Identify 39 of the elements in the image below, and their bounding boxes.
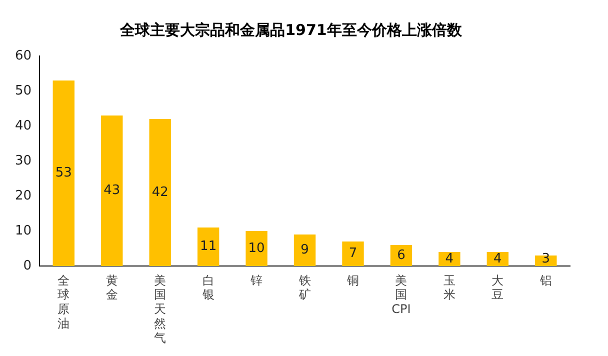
- x-tick-label: 锌: [250, 273, 263, 288]
- x-tick-label: 大豆: [492, 273, 504, 302]
- data-label: 42: [152, 184, 168, 200]
- x-tick-label: 玉米: [443, 273, 456, 302]
- bar: [438, 252, 460, 266]
- x-tick-label: 美国CPI: [392, 273, 411, 316]
- bar: [294, 234, 316, 266]
- x-tick-label: 铜: [346, 273, 359, 288]
- data-label: 10: [248, 240, 265, 256]
- data-label: 3: [542, 251, 550, 266]
- y-tick-label: 10: [14, 223, 32, 238]
- data-label: 6: [397, 248, 406, 263]
- bar: [52, 80, 75, 266]
- bar: [197, 228, 220, 266]
- y-tick-label: 50: [14, 83, 32, 98]
- bar: [149, 119, 171, 266]
- y-tick-label: 20: [14, 188, 32, 204]
- data-label: 43: [104, 183, 120, 198]
- data-label: 4: [494, 251, 502, 266]
- x-tick-label: 铁矿: [298, 273, 311, 302]
- x-tick-label: 美国天然气: [154, 273, 166, 345]
- x-tick-label: 黄金: [106, 273, 118, 302]
- y-tick-label: 30: [14, 153, 32, 168]
- data-label: 7: [348, 246, 358, 262]
- data-label: 11: [200, 239, 217, 254]
- data-label: 4: [445, 251, 454, 266]
- bar: [101, 116, 123, 266]
- chart-title: 全球主要大宗品和金属品1971年至今价格上涨倍数: [119, 20, 463, 39]
- x-tick-label: 全球原油: [58, 273, 70, 331]
- y-tick-label: 40: [14, 118, 32, 134]
- x-tick-label: 白银: [201, 273, 214, 302]
- bar: [342, 242, 364, 266]
- y-tick-label: 60: [14, 48, 32, 64]
- bar: [390, 245, 412, 266]
- bar: [246, 231, 268, 266]
- y-tick-label: 0: [23, 258, 32, 274]
- data-label: 53: [55, 166, 72, 181]
- x-tick-label: 铝: [538, 273, 552, 288]
- data-label: 9: [300, 242, 309, 258]
